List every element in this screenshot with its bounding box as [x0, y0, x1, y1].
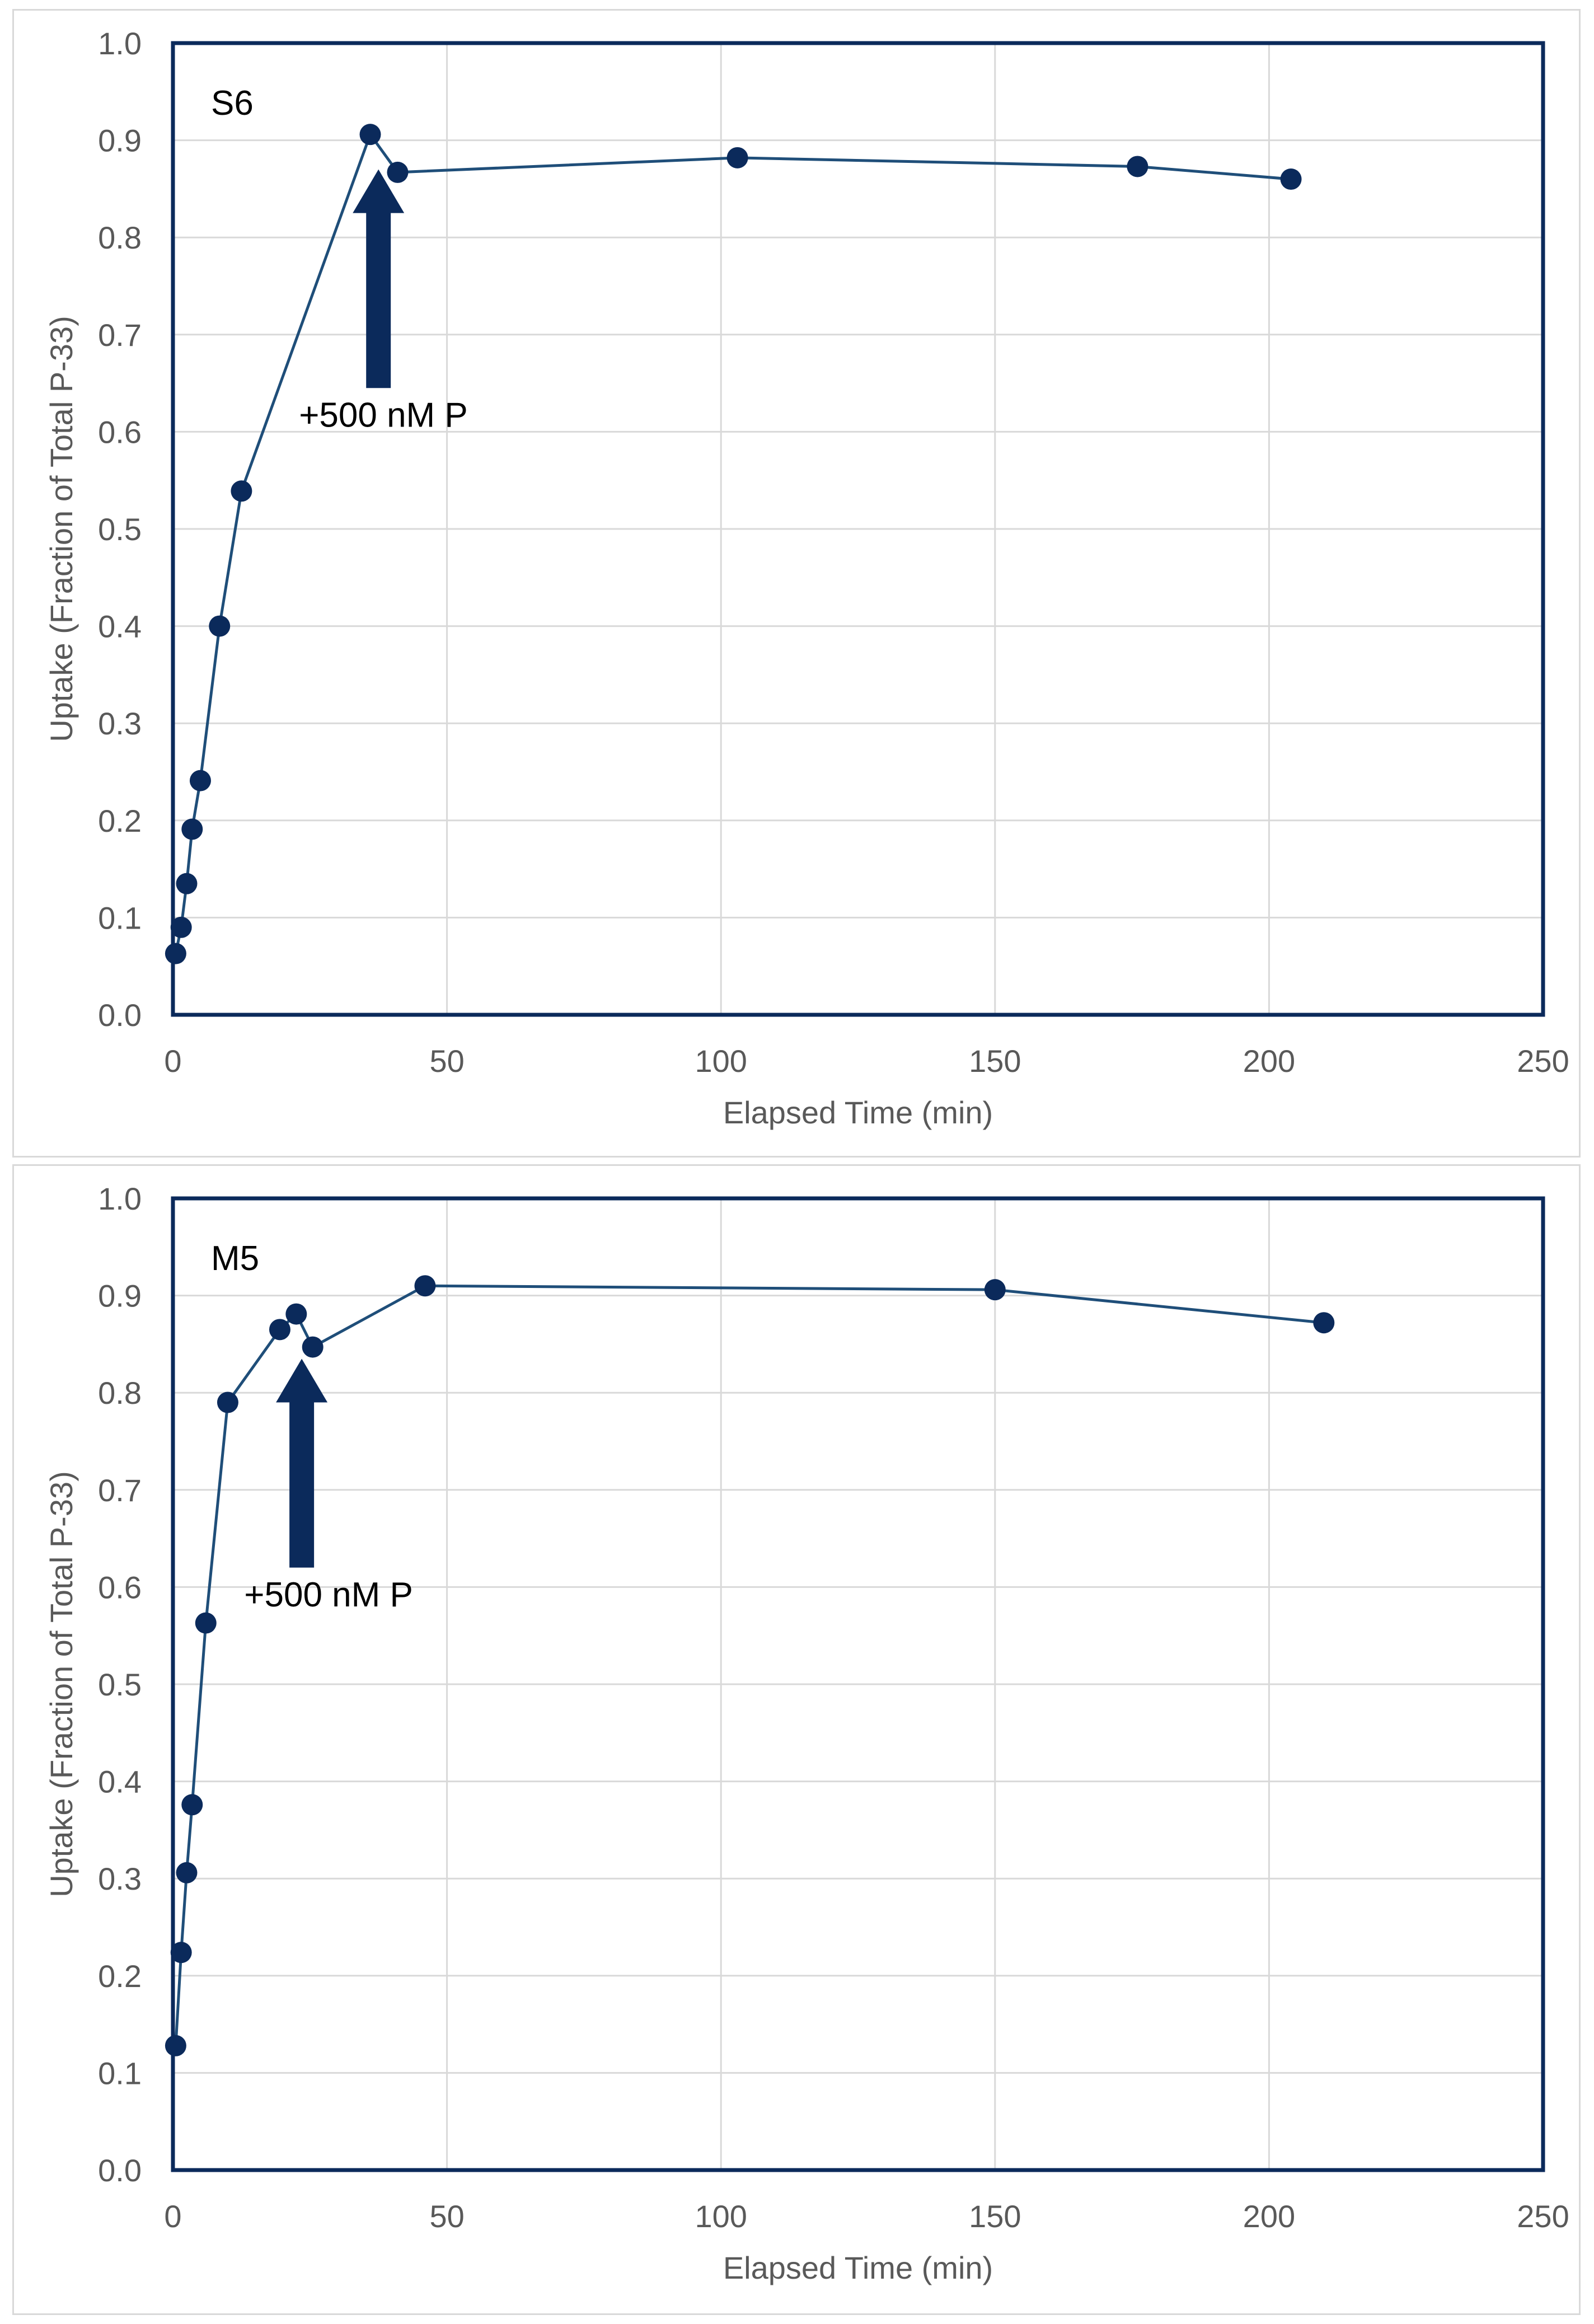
x-tick-label: 150	[969, 1043, 1021, 1079]
data-point	[285, 1303, 307, 1325]
series-line-s6	[174, 131, 1291, 954]
x-tick-label: 50	[429, 2199, 464, 2234]
y-tick-label: 0.7	[98, 1473, 142, 1508]
y-tick-label: 1.0	[98, 1181, 142, 1216]
series-line-m5	[174, 1284, 1324, 2046]
data-point	[181, 818, 203, 840]
y-axis-title: Uptake (Fraction of Total P-33)	[44, 316, 79, 742]
plot-area-frame	[171, 1196, 1545, 2172]
data-point	[217, 1391, 238, 1413]
y-axis-title: Uptake (Fraction of Total P-33)	[44, 1471, 79, 1897]
y-tick-label: 0.2	[98, 1958, 142, 1994]
panel-label: M5	[211, 1239, 259, 1278]
data-point	[195, 1612, 217, 1634]
data-point	[984, 1279, 1006, 1301]
y-tick-label: 0.7	[98, 317, 142, 353]
data-point	[189, 770, 211, 791]
chart-s6: 0.0 0.1 0.2 0.3 0.4 0.5 0.6 0.7 0.8 0.9 1.0 0 50 100 1…	[44, 26, 1569, 1130]
y-tick-label: 0.6	[98, 1569, 142, 1605]
annotation-label: +500 nM P	[299, 396, 468, 435]
annotation-arrow	[353, 169, 405, 388]
data-point	[1313, 1312, 1335, 1334]
x-axis-title: Elapsed Time (min)	[723, 1095, 993, 1130]
x-tick-label: 0	[164, 2199, 181, 2234]
y-tick-label: 0.8	[98, 220, 142, 255]
data-point	[269, 1319, 290, 1341]
y-tick-label: 0.5	[98, 512, 142, 547]
y-tick-label: 0.9	[98, 123, 142, 158]
x-tick-label: 0	[164, 1043, 181, 1079]
y-tick-label: 0.1	[98, 2055, 142, 2091]
data-point	[176, 873, 198, 894]
data-point	[359, 124, 381, 146]
y-tick-label: 0.6	[98, 414, 142, 449]
y-tick-label: 0.3	[98, 706, 142, 741]
data-point	[209, 615, 231, 637]
chart-panel-s6: 0.0 0.1 0.2 0.3 0.4 0.5 0.6 0.7 0.8 0.9 1.0 0 50 100 1…	[12, 9, 1581, 1158]
y-tick-label: 0.5	[98, 1667, 142, 1702]
chart-panel-m5: 0.0 0.1 0.2 0.3 0.4 0.5 0.6 0.7 0.8 0.9 1.0 0 50 100 1…	[12, 1164, 1581, 2315]
data-point	[165, 943, 186, 964]
x-tick-label: 250	[1517, 1043, 1569, 1079]
annotation-arrow	[276, 1358, 328, 1568]
panel-label: S6	[211, 84, 254, 123]
x-tick-label: 250	[1517, 2199, 1569, 2234]
x-tick-label: 200	[1243, 1043, 1295, 1079]
x-tick-label: 50	[429, 1043, 464, 1079]
y-tick-label: 0.1	[98, 900, 142, 935]
data-point	[231, 480, 252, 502]
x-tick-label: 150	[969, 2199, 1021, 2234]
data-point	[302, 1336, 324, 1358]
annotation-label: +500 nM P	[244, 1576, 413, 1614]
x-tick-label: 100	[695, 1043, 747, 1079]
data-point	[726, 147, 748, 168]
y-tick-label: 0.2	[98, 803, 142, 838]
y-tick-label: 0.4	[98, 609, 142, 644]
y-tick-label: 1.0	[98, 26, 142, 61]
y-tick-label: 0.0	[98, 2153, 142, 2188]
chart-m5: 0.0 0.1 0.2 0.3 0.4 0.5 0.6 0.7 0.8 0.9 1.0 0 50 100 1…	[44, 1181, 1569, 2285]
data-point	[170, 1942, 192, 1964]
y-tick-label: 0.9	[98, 1278, 142, 1314]
data-point	[1127, 156, 1148, 177]
data-point	[181, 1794, 203, 1816]
data-point	[165, 2035, 186, 2056]
x-axis-title: Elapsed Time (min)	[723, 2250, 993, 2285]
data-point	[414, 1275, 436, 1297]
y-tick-label: 0.4	[98, 1764, 142, 1800]
data-point	[176, 1862, 198, 1883]
plot-area-frame	[171, 41, 1545, 1017]
data-point	[170, 916, 192, 938]
data-point	[387, 161, 409, 183]
x-tick-label: 200	[1243, 2199, 1295, 2234]
y-tick-label: 0.3	[98, 1861, 142, 1896]
y-tick-label: 0.0	[98, 997, 142, 1033]
y-tick-label: 0.8	[98, 1375, 142, 1411]
data-point	[1280, 168, 1302, 190]
x-tick-label: 100	[695, 2199, 747, 2234]
